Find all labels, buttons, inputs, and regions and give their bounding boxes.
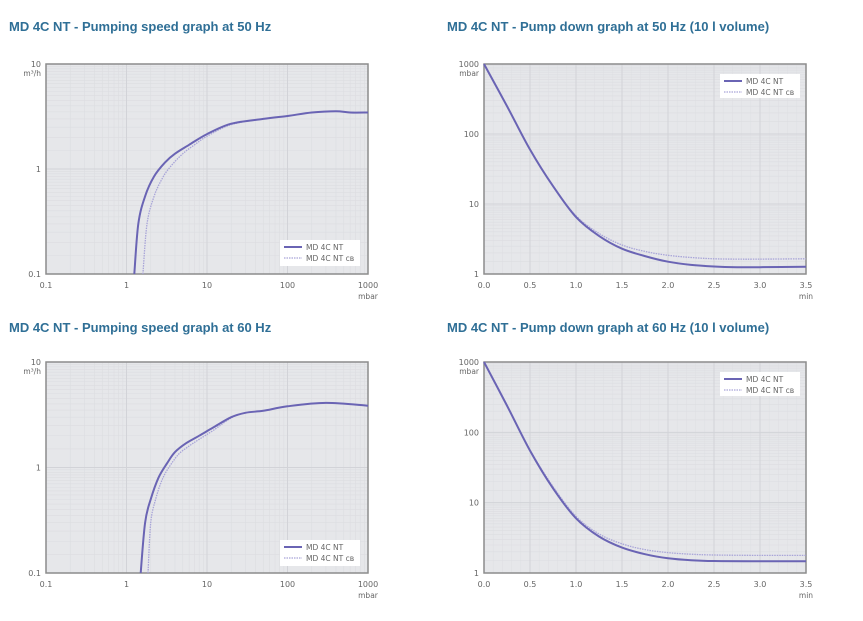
x-tick-label: 1.5	[616, 580, 629, 589]
y-tick-label: 10	[31, 358, 41, 367]
y-tick-label: 1	[36, 165, 41, 174]
legend: MD 4C NT MD 4C NT ᴄʙ	[280, 540, 360, 566]
x-axis-unit: min	[799, 591, 813, 600]
plot-frame	[483, 63, 807, 275]
x-tick-label: 10	[202, 580, 212, 589]
plot-frame	[45, 361, 369, 574]
x-tick-label: 3.0	[754, 281, 767, 290]
y-tick-label: 100	[464, 428, 479, 437]
x-tick-label: 0.1	[40, 580, 53, 589]
chart-pump-down-50hz: 0.0 0.5 1.0 1.5 2.0 2.5 3.0 3.5 1 10 100 1000 min mba…	[459, 60, 814, 301]
x-tick-label: 2.0	[662, 281, 675, 290]
legend-box	[280, 540, 360, 566]
y-axis-unit: mbar	[459, 69, 480, 78]
x-tick-label: 1	[124, 580, 129, 589]
plot-frame	[483, 361, 807, 574]
y-tick-label: 1	[474, 270, 479, 279]
legend-box	[720, 74, 800, 98]
series-line-md-4c-nt	[483, 361, 807, 563]
plot-background	[484, 362, 806, 573]
legend-box	[720, 372, 800, 396]
gridlines	[45, 63, 369, 275]
x-tick-label: 1000	[358, 281, 378, 290]
x-tick-label: 1000	[358, 580, 378, 589]
legend-label: MD 4C NT	[746, 77, 784, 86]
legend-box	[280, 240, 360, 266]
panel-title: MD 4C NT - Pumping speed graph at 60 Hz	[9, 320, 272, 335]
y-tick-label: 0.1	[28, 270, 41, 279]
legend-label: MD 4C NT ᴄʙ	[746, 88, 794, 97]
y-tick-label: 10	[469, 499, 479, 508]
x-tick-label: 0.1	[40, 281, 53, 290]
y-axis-unit: m³/h	[23, 367, 41, 376]
x-tick-label: 100	[280, 281, 295, 290]
legend-label: MD 4C NT ᴄʙ	[306, 254, 354, 263]
series-line-md-4c-nt	[133, 110, 369, 275]
x-axis-unit: min	[799, 292, 813, 301]
x-tick-label: 2.5	[708, 580, 721, 589]
x-tick-label: 10	[202, 281, 212, 290]
gridlines	[483, 63, 807, 275]
x-tick-label: 1.0	[570, 281, 583, 290]
x-tick-label: 0.5	[524, 281, 537, 290]
x-tick-label: 100	[280, 580, 295, 589]
panel-title: MD 4C NT - Pump down graph at 60 Hz (10 …	[447, 320, 770, 335]
x-tick-label: 2.0	[662, 580, 675, 589]
legend: MD 4C NT MD 4C NT ᴄʙ	[720, 372, 800, 396]
x-tick-label: 3.0	[754, 580, 767, 589]
x-tick-label: 3.5	[800, 580, 813, 589]
y-tick-label: 100	[464, 130, 479, 139]
y-tick-label: 1	[474, 569, 479, 578]
legend-label: MD 4C NT	[746, 375, 784, 384]
y-tick-label: 10	[469, 200, 479, 209]
y-axis-unit: mbar	[459, 367, 480, 376]
x-tick-label: 1.0	[570, 580, 583, 589]
x-tick-label: 0.5	[524, 580, 537, 589]
plot-frame	[45, 63, 369, 275]
y-tick-label: 0.1	[28, 569, 41, 578]
y-axis-unit: m³/h	[23, 69, 41, 78]
legend-label: MD 4C NT ᴄʙ	[306, 554, 354, 563]
y-tick-label: 1000	[459, 358, 479, 367]
y-tick-label: 1	[36, 464, 41, 473]
x-tick-label: 1	[124, 281, 129, 290]
x-tick-label: 0.0	[478, 580, 491, 589]
legend-label: MD 4C NT	[306, 543, 344, 552]
x-axis-unit: mbar	[358, 292, 379, 301]
legend: MD 4C NT MD 4C NT ᴄʙ	[720, 74, 800, 98]
legend-label: MD 4C NT ᴄʙ	[746, 386, 794, 395]
series-line-md-4c-nt-cb	[142, 110, 369, 275]
plot-background	[484, 64, 806, 274]
legend-label: MD 4C NT	[306, 243, 344, 252]
x-axis-unit: mbar	[358, 591, 379, 600]
x-tick-label: 1.5	[616, 281, 629, 290]
x-tick-label: 0.0	[478, 281, 491, 290]
legend: MD 4C NT MD 4C NT ᴄʙ	[280, 240, 360, 266]
y-tick-label: 1000	[459, 60, 479, 69]
panel-title: MD 4C NT - Pumping speed graph at 50 Hz	[9, 19, 272, 34]
x-tick-label: 2.5	[708, 281, 721, 290]
series-line-md-4c-nt	[483, 63, 807, 269]
y-tick-label: 10	[31, 60, 41, 69]
panel-title: MD 4C NT - Pump down graph at 50 Hz (10 …	[447, 19, 770, 34]
x-tick-label: 3.5	[800, 281, 813, 290]
series-line-md-4c-nt	[139, 401, 369, 574]
